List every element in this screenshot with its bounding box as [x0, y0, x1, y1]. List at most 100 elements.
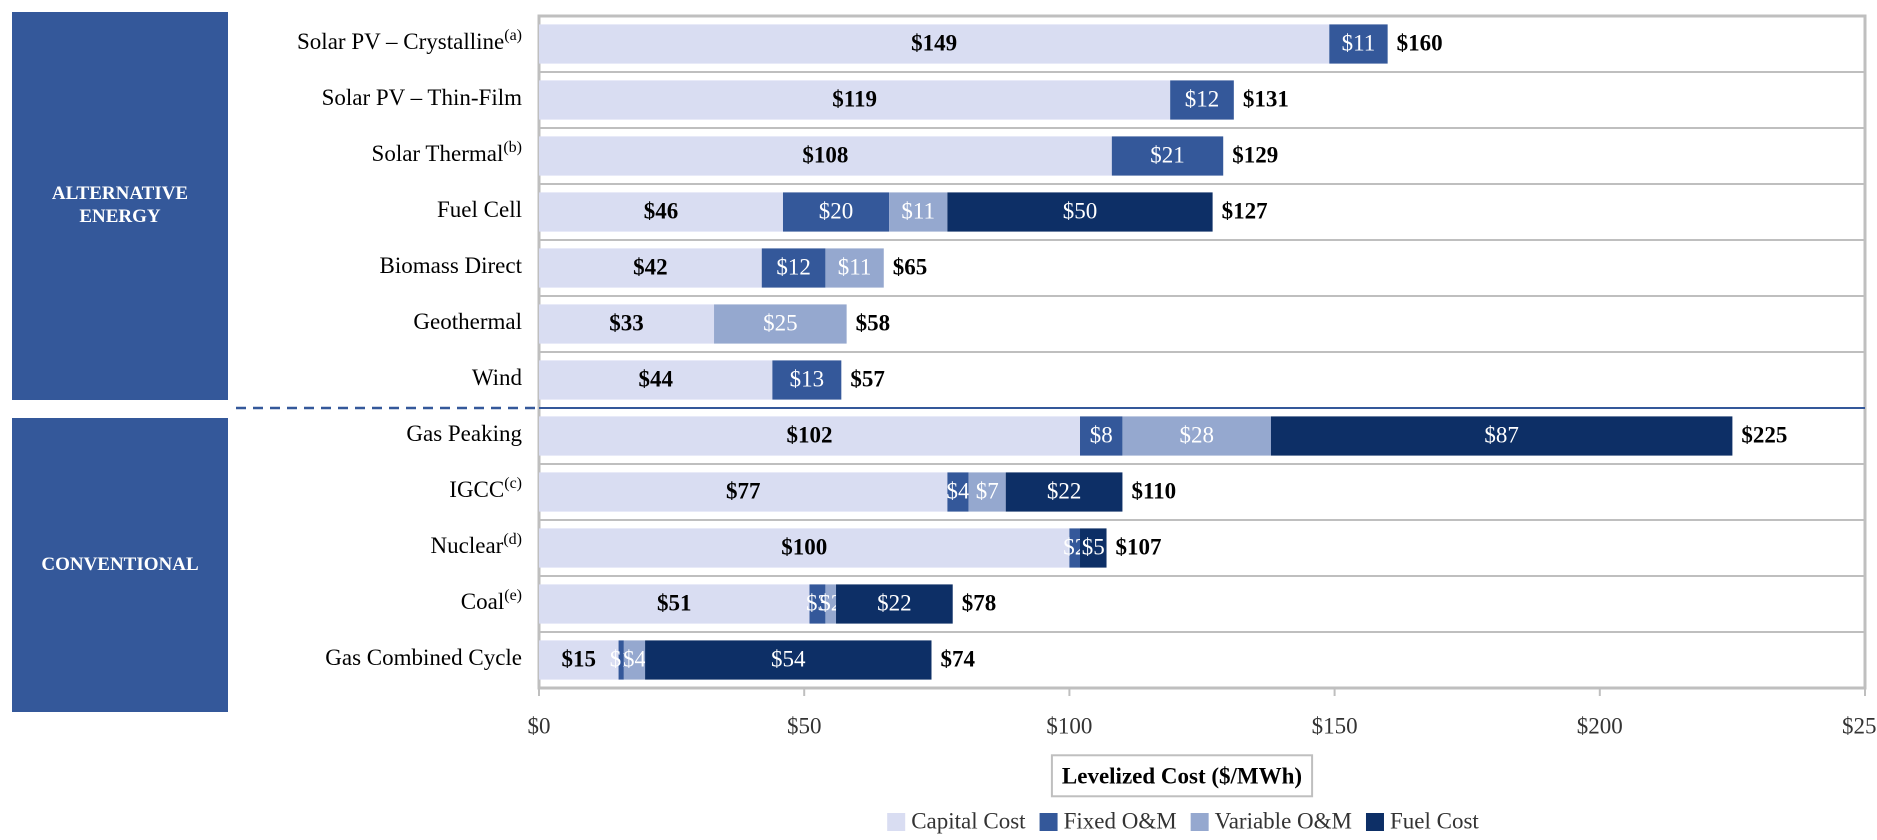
legend-swatch — [1039, 813, 1058, 831]
legend-label: Fuel Cost — [1390, 808, 1479, 833]
bar-segment — [539, 304, 715, 344]
total-label: $107 — [1116, 534, 1162, 559]
bar-value-label: $77 — [726, 478, 761, 503]
bar-value-label: $11 — [838, 254, 872, 279]
x-tick-label: $50 — [787, 713, 822, 738]
bar-segment — [645, 640, 932, 680]
bar-segment — [1080, 528, 1107, 568]
x-tick-label: $200 — [1577, 713, 1623, 738]
bar-segment — [618, 640, 624, 680]
bar-value-label: $149 — [911, 30, 957, 55]
category-label: Fuel Cell — [437, 197, 522, 222]
bar-segment — [1069, 528, 1081, 568]
bar-value-label: $3 — [806, 590, 829, 615]
total-label: $160 — [1397, 30, 1443, 55]
total-label: $57 — [850, 366, 885, 391]
bar-segment — [1122, 416, 1271, 456]
bar-segment — [539, 472, 948, 512]
bar-value-label: $15 — [562, 646, 597, 671]
total-label: $65 — [893, 254, 928, 279]
category-name: IGCC — [449, 477, 504, 502]
bar-segment — [539, 24, 1330, 64]
bar-value-label: $22 — [877, 590, 912, 615]
bar-segment — [539, 416, 1081, 456]
legend-label: Fixed O&M — [1064, 808, 1177, 833]
category-name: Solar Thermal — [372, 141, 504, 166]
group-label: ALTERNATIVE ENERGY — [12, 12, 228, 400]
total-label: $58 — [856, 310, 891, 335]
bar-value-label: $25 — [763, 310, 798, 335]
category-label: Biomass Direct — [380, 253, 523, 278]
x-axis-label-box — [1050, 754, 1314, 798]
total-label: $129 — [1232, 142, 1278, 167]
bar-segment — [1329, 24, 1388, 64]
legend-swatch — [1365, 813, 1384, 831]
bar-value-label: $11 — [901, 198, 935, 223]
bar-segment — [1080, 416, 1123, 456]
legend-swatch — [887, 813, 906, 831]
category-name: Solar PV – Crystalline — [297, 29, 504, 54]
bar-segment — [539, 248, 762, 288]
bar-segment — [1111, 136, 1224, 176]
bar-segment — [539, 528, 1070, 568]
bar-value-label: $7 — [976, 478, 999, 503]
category-label: Coal(e) — [461, 587, 522, 615]
category-label: Wind — [472, 365, 523, 390]
category-label: Solar PV – Crystalline(a) — [297, 27, 522, 55]
bar-segment — [539, 640, 619, 680]
bar-value-label: $50 — [1063, 198, 1098, 223]
bar-value-label: $12 — [776, 254, 811, 279]
category-note: (d) — [503, 531, 522, 548]
bar-segment — [809, 584, 826, 624]
legend: Capital Cost Fixed O&M Variable O&M Fuel Co… — [887, 808, 1479, 833]
category-name: Fuel Cell — [437, 197, 522, 222]
bar-segment — [623, 640, 646, 680]
bar-value-label: $22 — [1047, 478, 1082, 503]
bar-segment — [539, 192, 783, 232]
category-name: Solar PV – Thin-Film — [322, 85, 523, 110]
bar-value-label: $46 — [644, 198, 679, 223]
bar-value-label: $20 — [819, 198, 854, 223]
bar-value-label: $108 — [802, 142, 848, 167]
bar-segment — [1005, 472, 1123, 512]
bar-value-label: $33 — [609, 310, 644, 335]
category-label: Geothermal — [413, 309, 522, 334]
bar-value-label: $42 — [633, 254, 668, 279]
category-label: Solar Thermal(b) — [372, 139, 522, 167]
category-note: (a) — [504, 27, 522, 44]
category-label: Gas Peaking — [406, 421, 522, 446]
bar-segment — [772, 360, 842, 400]
legend-label: Capital Cost — [911, 808, 1026, 833]
bar-value-label: $21 — [1150, 142, 1185, 167]
category-label: IGCC(c) — [449, 475, 522, 503]
category-name: Coal — [461, 589, 504, 614]
x-tick-label: $150 — [1312, 713, 1358, 738]
total-label: $225 — [1741, 422, 1787, 447]
total-label: $110 — [1131, 478, 1176, 503]
x-tick-label: $0 — [528, 713, 551, 738]
bar-segment — [889, 192, 948, 232]
bar-value-label: $8 — [1090, 422, 1113, 447]
bar-value-label: $54 — [771, 646, 806, 671]
category-label: Nuclear(d) — [431, 531, 522, 559]
x-tick-label: $100 — [1046, 713, 1092, 738]
category-name: Wind — [472, 365, 523, 390]
bar-value-label: $12 — [1185, 86, 1220, 111]
category-name: Biomass Direct — [380, 253, 523, 278]
legend-label: Variable O&M — [1215, 808, 1352, 833]
legend-swatch — [1190, 813, 1209, 831]
bar-segment — [539, 136, 1112, 176]
category-name: Geothermal — [413, 309, 522, 334]
bar-value-label: $51 — [657, 590, 692, 615]
category-note: (e) — [504, 587, 522, 604]
x-axis-label: Levelized Cost ($/MWh) — [1062, 763, 1302, 788]
category-name: Nuclear — [431, 533, 504, 558]
bar-value-label: $100 — [781, 534, 827, 559]
bar-segment — [825, 584, 837, 624]
total-label: $78 — [962, 590, 997, 615]
bar-segment — [836, 584, 953, 624]
bar-value-label: $44 — [638, 366, 673, 391]
bar-value-label: $5 — [1082, 534, 1105, 559]
